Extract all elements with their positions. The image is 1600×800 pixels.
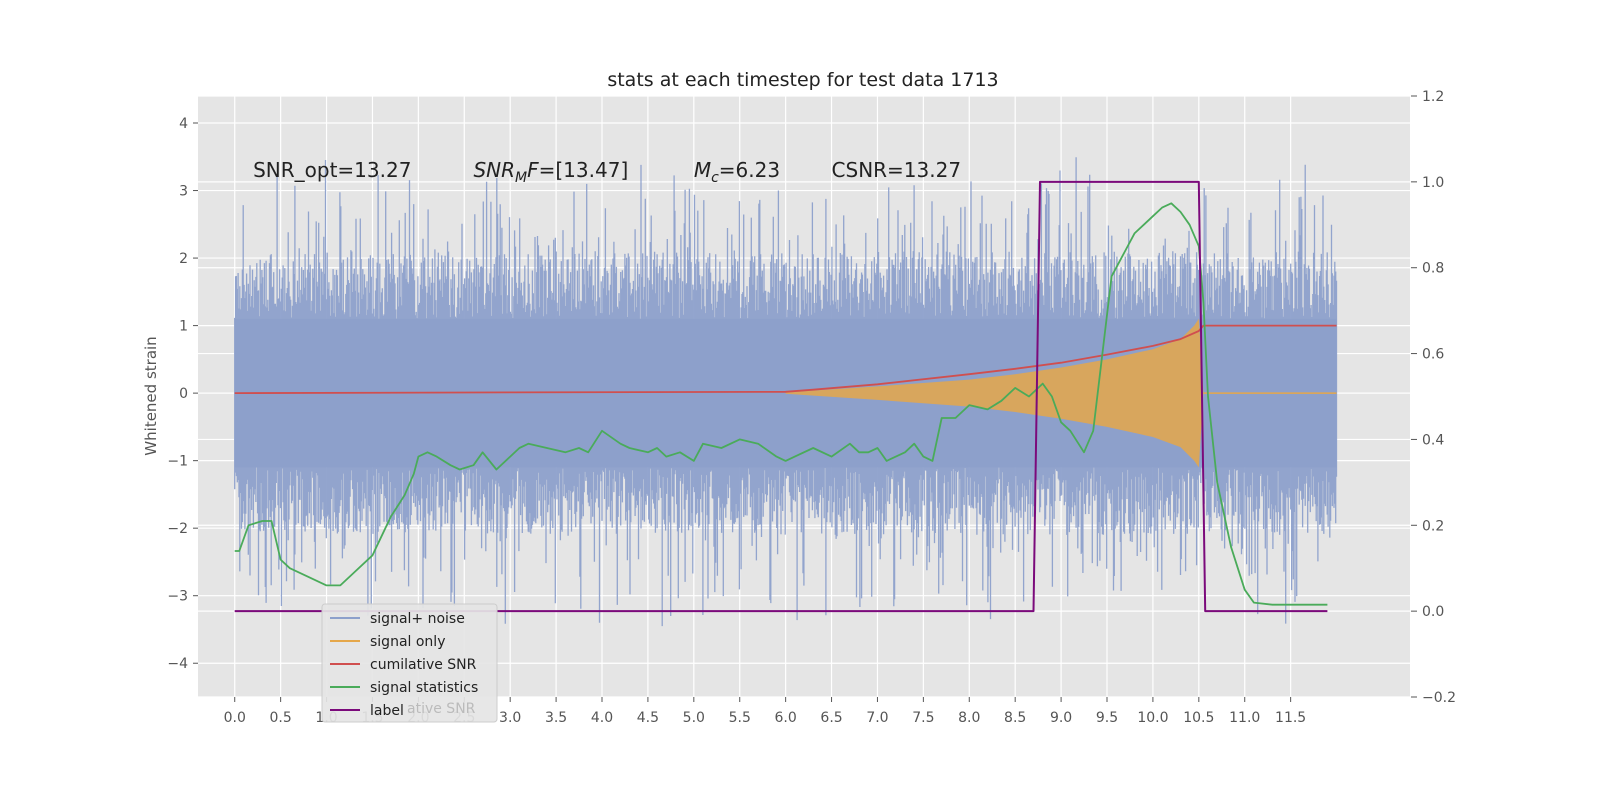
x-tick-label: 7.5 [912, 710, 934, 726]
x-tick-label: 9.0 [1050, 710, 1072, 726]
y-tick-label: 0 [179, 386, 188, 402]
y2-tick-label: 0.8 [1422, 261, 1444, 277]
x-tick-label: 5.0 [683, 710, 705, 726]
signal-only-band [785, 318, 1204, 468]
x-tick-label: 10.0 [1137, 710, 1168, 726]
y2-tick-label: 0.2 [1422, 518, 1444, 534]
y-tick-label: −3 [167, 589, 188, 605]
y2-tick-label: 0.4 [1422, 432, 1444, 448]
y-axis-label: Whitened strain [142, 336, 160, 455]
x-tick-label: 6.5 [820, 710, 842, 726]
legend: ative SNR signal+ noise signal only cumilat… [321, 603, 498, 723]
y2-tick-label: 1.2 [1422, 89, 1444, 105]
label-line [234, 180, 1328, 613]
annotation-text: Mc=6.23 [694, 158, 780, 186]
x-tick-label: 8.0 [958, 710, 980, 726]
legend-label: signal+ noise [370, 611, 465, 627]
y-tick-label: −4 [167, 656, 188, 672]
annotation-text: CSNR=13.27 [832, 158, 962, 182]
legend-box [321, 603, 498, 723]
x-tick-label: 11.5 [1275, 710, 1306, 726]
annotation-text: SNR_opt=13.27 [253, 158, 411, 182]
y2-tick-label: 1.0 [1422, 175, 1444, 191]
x-tick-label: 9.5 [1096, 710, 1118, 726]
legend-label: signal statistics [370, 680, 478, 696]
legend-label: signal only [370, 634, 445, 650]
y2-tick-label: 0.0 [1422, 604, 1444, 620]
annotations: SNR_opt=13.27 SNRMF=[13.47] Mc=6.23 CSNR=13… [253, 158, 961, 186]
y2-tick-label: −0.2 [1422, 690, 1456, 706]
label-series [234, 180, 1328, 613]
y2-tick-label: 0.6 [1422, 347, 1444, 363]
signal-only-series [785, 318, 1337, 468]
y-tick-label: −2 [167, 521, 188, 537]
legend-label: cumilative SNR [370, 657, 477, 673]
y-tick-label: 2 [179, 251, 188, 267]
legend-ghost-text: ative SNR [407, 701, 476, 717]
x-tick-label: 6.0 [775, 710, 797, 726]
x-tick-label: 3.5 [545, 710, 567, 726]
signal-statistics-line [234, 202, 1328, 606]
x-tick-label: 0.5 [270, 710, 292, 726]
y-tick-label: −1 [167, 454, 188, 470]
chart-title: stats at each timestep for test data 171… [607, 69, 998, 91]
axes: 0.00.51.01.52.02.53.03.54.04.55.05.56.06… [167, 89, 1456, 726]
x-tick-label: 3.0 [499, 710, 521, 726]
x-tick-label: 4.5 [637, 710, 659, 726]
x-tick-label: 10.5 [1183, 710, 1214, 726]
legend-label: label [370, 703, 404, 719]
x-tick-label: 0.0 [224, 710, 246, 726]
x-tick-label: 11.0 [1229, 710, 1260, 726]
annotation-text: SNRMF=[13.47] [473, 158, 628, 186]
signal-statistics-series [234, 202, 1328, 606]
x-tick-label: 8.5 [1004, 710, 1026, 726]
y-tick-label: 4 [179, 116, 188, 132]
x-tick-label: 5.5 [729, 710, 751, 726]
y-tick-label: 3 [179, 184, 188, 200]
x-tick-label: 7.0 [866, 710, 888, 726]
x-tick-label: 4.0 [591, 710, 613, 726]
y-tick-label: 1 [179, 319, 188, 335]
